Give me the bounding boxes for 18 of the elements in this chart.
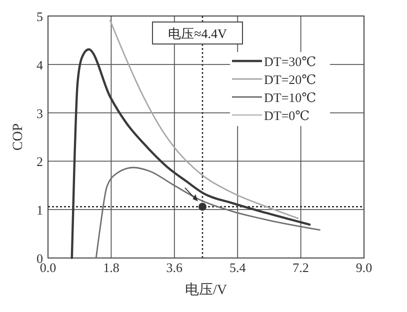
- legend-label: DT=30℃: [264, 54, 316, 69]
- x-tick-label: 7.2: [292, 260, 309, 275]
- y-tick-label: 3: [36, 106, 43, 121]
- line-series: [95, 166, 320, 259]
- y-axis-title: COP: [11, 123, 26, 151]
- x-tick-label: 3.6: [166, 260, 184, 275]
- x-axis-title: 电压/V: [185, 282, 227, 298]
- y-tick-label: 2: [36, 154, 43, 170]
- y-tick-label: 5: [36, 9, 43, 24]
- x-tick-label: 9.0: [356, 260, 372, 275]
- ref-line-label: 电压≈4.4V: [168, 26, 228, 41]
- legend-label: DT=0℃: [264, 108, 310, 123]
- x-tick-label: 5.4: [229, 260, 246, 275]
- x-tick-label: 1.8: [103, 260, 120, 275]
- y-tick-label: 1: [36, 202, 43, 218]
- y-tick-label: 4: [36, 57, 44, 72]
- legend-label: DT=20℃: [264, 72, 316, 87]
- legend-label: DT=10℃: [264, 90, 316, 105]
